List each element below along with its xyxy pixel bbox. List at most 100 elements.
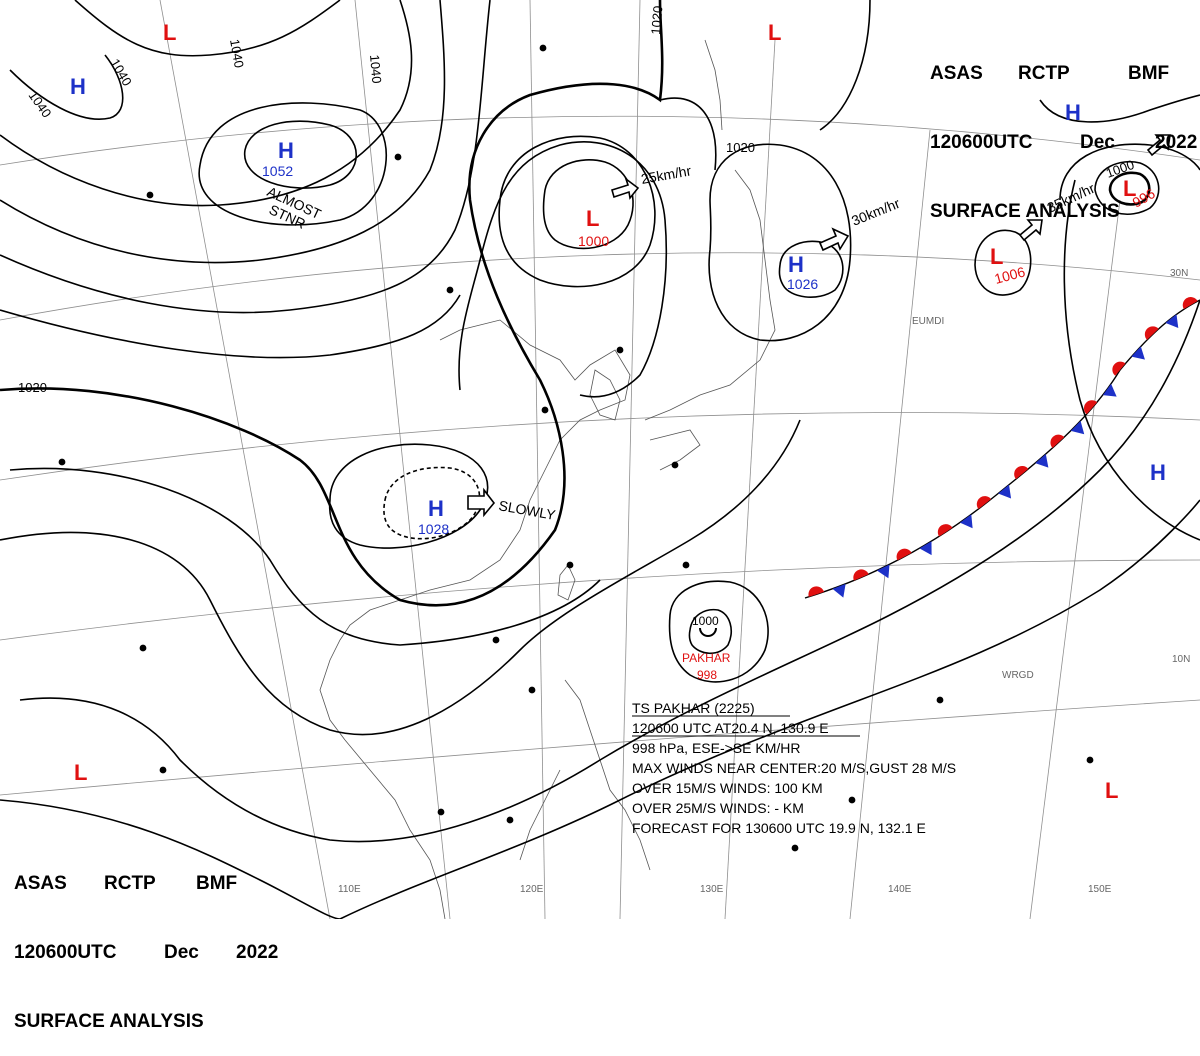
isobar-label: 1020 [726,140,755,155]
motion-arrow-icon [467,487,496,518]
title-year: 2022 [236,942,279,963]
low-center-letter: L [586,206,599,231]
low-center-letter: L [74,760,87,785]
korea-coast [589,369,621,421]
station-id: WRGD [1002,670,1034,681]
isobar [708,143,852,342]
meridian [1029,199,1121,919]
asia-coast [319,319,631,741]
storm-box-underlines [632,715,860,737]
motion-arrow-icon [611,176,640,200]
title-office: BMF [196,873,238,894]
warm-front-semicircle [937,524,953,537]
isobar [244,120,357,189]
low-center-letter: L [1105,778,1118,803]
low-center-letter: L [990,244,1003,269]
station-marker [539,44,547,52]
station-marker [848,796,856,804]
storm-info-line: OVER 15M/S WINDS: 100 KM [632,780,823,796]
low-center-value: 1006 [993,263,1027,287]
motion-vectors [467,134,1171,518]
station-marker [1086,756,1094,764]
isobar [498,135,656,288]
warm-front-semicircle [1014,465,1029,480]
storm-info-line: MAX WINDS NEAR CENTER:20 M/S,GUST 28 M/S [632,760,957,776]
isobar [1039,94,1200,123]
low-center-value: 1000 [578,233,609,249]
warm-front-semicircle [1182,297,1198,310]
isobar [1059,143,1200,201]
high-center-letter: H [278,138,294,163]
tropical-storm-symbol: 1000 PAKHAR 998 [682,614,731,682]
title-agency: ASAS [14,873,67,894]
tropical-storm-name: PAKHAR [682,651,731,665]
title-office: BMF [1128,63,1170,84]
high-center-letter: H [1150,460,1166,485]
warm-front-semicircle [853,569,869,581]
front-line [804,299,1200,599]
sakhalin-coast [704,39,723,131]
title-time: 120600UTC [930,132,1033,153]
isobars [0,0,1200,919]
cold-front-triangle [919,541,932,556]
isobar-label: 1040 [367,54,384,84]
station-marker [506,816,514,824]
cold-front-triangle [1131,346,1145,360]
graticule-labels: 110E 120E 130E 140E 150E 30N 10N EUMDI W… [338,268,1190,895]
isobar [0,419,801,736]
philippines-coast [519,679,651,871]
isobar [688,608,732,655]
isobar [1108,171,1151,206]
isobar [659,97,717,171]
isobar-labels: 1040 1040 1040 1040 1020 1020 1020 1000 [18,5,1136,395]
tropical-storm-info: TS PAKHAR (2225) 120600 UTC AT20.4 N, 13… [632,698,1032,838]
isobar [1063,179,1200,541]
storm-info-line: 998 hPa, ESE->SE KM/HR [632,740,801,756]
tropical-storm-pressure: 1000 [692,614,719,628]
isobar [198,102,388,226]
station-marker [159,766,167,774]
station-marker [528,686,536,694]
warm-front-semicircle [976,496,992,510]
isobar-label: 1020 [648,5,665,35]
high-center-letter: H [788,252,804,277]
parallel [0,412,1200,481]
isobar [383,466,481,540]
isobar-label: 1020 [18,380,47,395]
isobar [0,294,461,359]
isobar [668,580,769,683]
isobar [974,229,1032,296]
station-marker [58,458,66,466]
isobar [74,0,341,57]
high-center-letter: H [1065,100,1081,125]
station-marker [446,286,454,294]
motion-arrow-icon [818,227,850,252]
isobar [819,0,871,131]
latitude-label: 10N [1172,654,1190,665]
coastline [319,39,776,919]
station-marker [437,808,445,816]
high-center-value: 1028 [418,521,449,537]
meridian [529,0,546,919]
cold-front-triangle [1165,314,1179,329]
isobar [1094,161,1160,216]
parallel [0,699,1200,796]
station-marker [541,406,549,414]
low-center-letter: L [163,20,176,45]
pressure-centers: H 1052 H 1026 H 1028 L 1000 L 1006 L 996… [70,20,1166,803]
warm-front-semicircle [896,548,912,561]
tropical-storm-icon [699,627,717,637]
station-plots [58,44,1094,852]
parallel [0,252,1200,321]
station-marker [146,191,154,199]
tropical-storm-center-pressure: 998 [697,668,717,682]
cold-front-triangle [832,583,846,598]
meridian [724,39,776,919]
cold-front-triangle [1035,453,1049,468]
longitude-label: 120E [520,884,544,895]
title-agency-line: ASAS RCTP BMF [14,872,278,895]
chart-title-bottom: ASAS RCTP BMF 120600UTC Dec 2022 SURFACE… [14,826,278,1056]
title-product: SURFACE ANALYSIS [930,201,1120,222]
isobar [9,54,124,120]
meridian [849,129,931,919]
